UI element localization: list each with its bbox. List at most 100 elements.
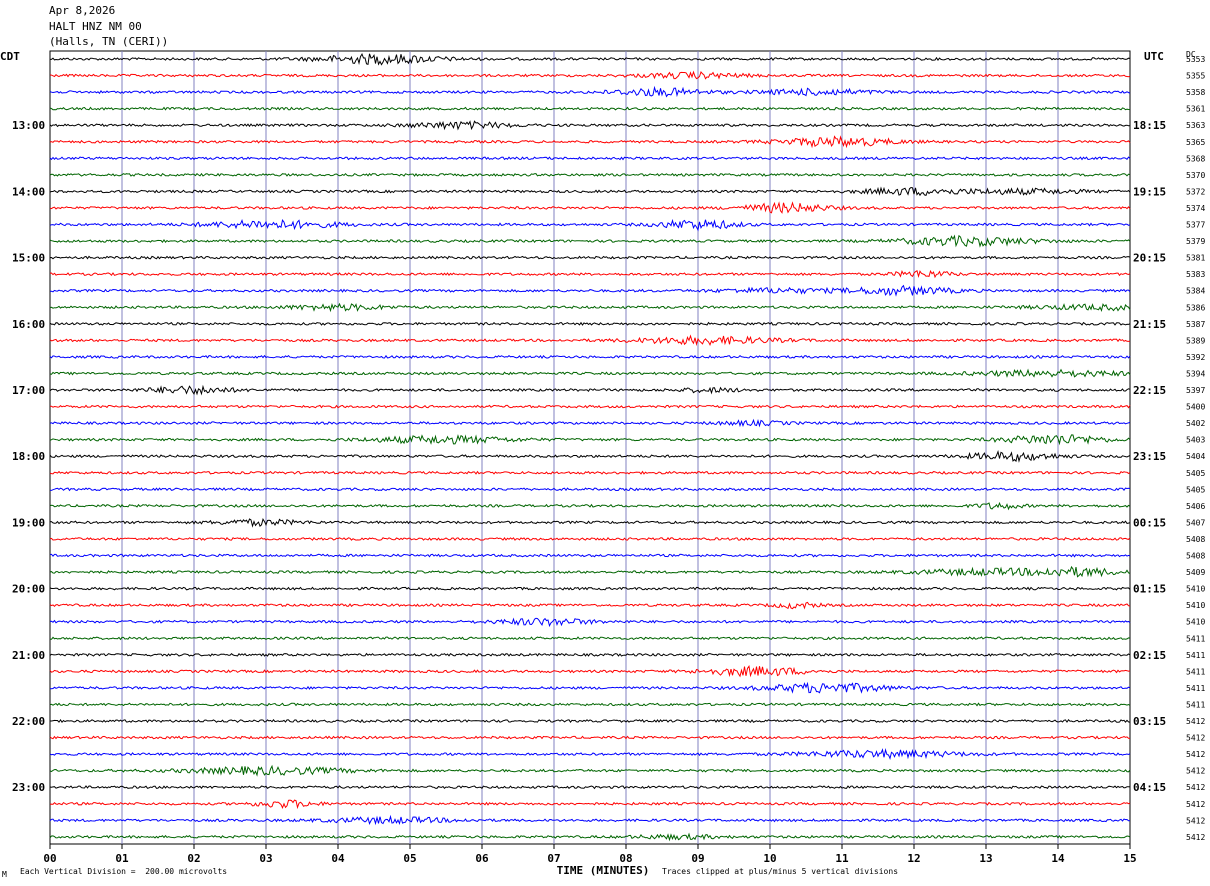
dc-offset-label: 5368 [1186, 154, 1205, 163]
trace-line [49, 106, 1131, 111]
dc-offset-label: 5407 [1186, 518, 1205, 527]
x-tick-label: 07 [547, 852, 560, 865]
local-hour-label: 16:00 [12, 318, 45, 331]
clip-note: Traces clipped at plus/minus 5 vertical … [662, 867, 899, 876]
x-tick-label: 12 [907, 852, 920, 865]
trace-line [49, 565, 1131, 578]
trace-line [49, 735, 1131, 740]
left-zone-label: CDT [0, 50, 20, 63]
trace-line [49, 384, 1131, 396]
local-hour-label: 23:00 [12, 781, 45, 794]
x-tick-label: 08 [619, 852, 632, 865]
trace-line [49, 553, 1131, 558]
dc-offset-label: 5403 [1186, 436, 1205, 445]
x-tick-label: 03 [259, 852, 272, 865]
trace-line [49, 135, 1131, 149]
x-tick-label: 14 [1051, 852, 1065, 865]
trace-line [49, 449, 1131, 463]
dc-offset-label: 5372 [1186, 187, 1205, 196]
dc-offset-label: 5412 [1186, 767, 1205, 776]
trace-line [49, 201, 1131, 214]
dc-offset-label: 5404 [1186, 452, 1205, 461]
x-tick-label: 04 [331, 852, 345, 865]
trace-line [49, 269, 1131, 279]
trace-line [50, 718, 1131, 724]
dc-offset-label: 5387 [1186, 320, 1205, 329]
trace-line [49, 748, 1131, 760]
utc-hour-label: 20:15 [1133, 252, 1166, 265]
trace-line [49, 814, 1130, 826]
dc-offset-label: 5365 [1186, 138, 1205, 147]
dc-offset-label: 5402 [1186, 419, 1205, 428]
trace-line [49, 404, 1131, 409]
x-tick-label: 11 [835, 852, 849, 865]
x-tick-label: 06 [475, 852, 489, 865]
x-tick-label: 13 [979, 852, 992, 865]
dc-offset-label: 5381 [1186, 254, 1205, 263]
trace-line [49, 418, 1131, 428]
local-hour-label: 22:00 [12, 715, 45, 728]
local-hour-label: 21:00 [12, 649, 45, 662]
trace-line [49, 434, 1131, 446]
utc-hour-label: 01:15 [1133, 583, 1166, 596]
trace-line [49, 681, 1131, 694]
dc-offset-label: 5410 [1186, 585, 1205, 594]
dc-offset-label: 5397 [1186, 386, 1205, 395]
trace-line [50, 636, 1131, 641]
x-tick-label: 05 [403, 852, 416, 865]
x-axis-label: TIME (MINUTES) [557, 864, 650, 877]
x-tick-label: 15 [1123, 852, 1136, 865]
trace-line [49, 321, 1131, 326]
dc-offset-label: 5411 [1186, 667, 1205, 676]
trace-line [49, 85, 1131, 98]
dc-offset-label: 5412 [1186, 816, 1205, 825]
dc-offset-label: 5412 [1186, 783, 1205, 792]
trace-line [50, 52, 1131, 66]
trace-line [49, 617, 1131, 628]
utc-hour-label: 18:15 [1133, 119, 1166, 132]
dc-offset-label: 5374 [1186, 204, 1205, 213]
dc-offset-label: 5412 [1186, 717, 1205, 726]
dc-offset-label: 5410 [1186, 601, 1205, 610]
trace-line [49, 156, 1131, 161]
trace-line [49, 70, 1131, 80]
local-hour-label: 14:00 [12, 185, 45, 198]
dc-offset-label: 5361 [1186, 105, 1205, 114]
dc-offset-label: 5412 [1186, 800, 1205, 809]
dc-offset-label: 5400 [1186, 403, 1205, 412]
utc-hour-label: 02:15 [1133, 649, 1166, 662]
header-location: (Halls, TN (CERI)) [49, 35, 169, 48]
trace-line [49, 186, 1131, 197]
x-tick-label: 01 [115, 852, 129, 865]
scale-note: Each Vertical Division = 200.00 microvol… [20, 867, 228, 876]
dc-offset-label: 5408 [1186, 552, 1205, 561]
x-tick-label: 09 [691, 852, 704, 865]
dc-offset-label: 5383 [1186, 270, 1205, 279]
dc-offset-label: 5370 [1186, 171, 1205, 180]
dc-offset-label: 5377 [1186, 221, 1205, 230]
dc-offset-label: 5410 [1186, 618, 1205, 627]
dc-offset-label: 5411 [1186, 700, 1205, 709]
x-tick-label: 02 [187, 852, 200, 865]
x-tick-label: 10 [763, 852, 776, 865]
dc-offset-label: 5411 [1186, 684, 1205, 693]
dc-offset-label: 5379 [1186, 237, 1205, 246]
trace-line [49, 501, 1131, 511]
trace-line [49, 764, 1131, 777]
trace-line [49, 368, 1131, 378]
dc-offset-label: 5412 [1186, 734, 1205, 743]
corner-mark: M [2, 870, 7, 879]
trace-line [49, 586, 1131, 591]
utc-hour-label: 21:15 [1133, 318, 1166, 331]
right-zone-label: UTC [1144, 50, 1164, 63]
trace-line [50, 284, 1131, 297]
local-hour-label: 15:00 [12, 252, 45, 265]
trace-line [49, 218, 1131, 232]
dc-offset-label: 5386 [1186, 303, 1205, 312]
trace-line [49, 601, 1131, 610]
dc-offset-label: 5409 [1186, 568, 1205, 577]
trace-line [49, 302, 1131, 313]
dc-offset-label: 5384 [1186, 287, 1205, 296]
dc-offset-label: 5408 [1186, 535, 1205, 544]
